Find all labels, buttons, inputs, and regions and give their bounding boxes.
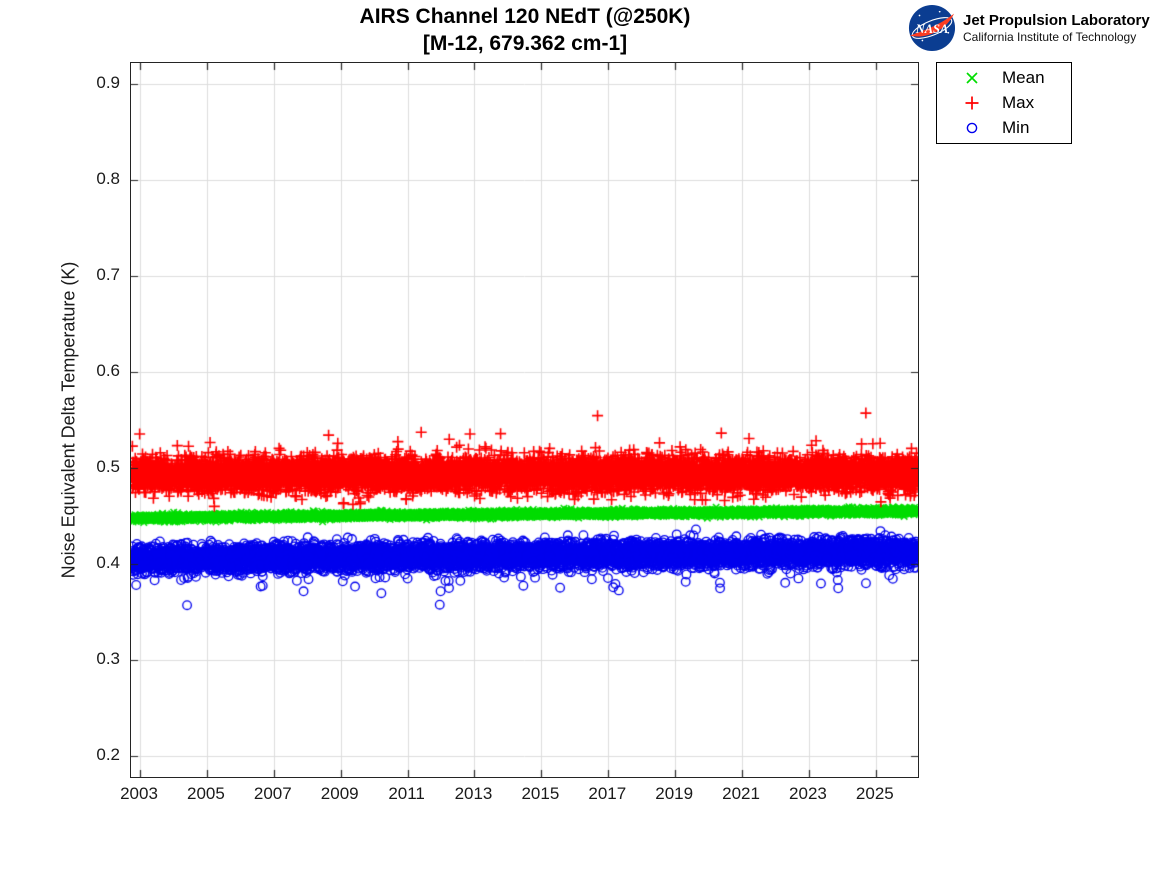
y-tick-label: 0.8	[96, 169, 120, 189]
jpl-name: Jet Propulsion Laboratory	[963, 11, 1150, 29]
nasa-meatball-icon: NASA	[908, 4, 956, 52]
legend-label-mean: Mean	[1002, 67, 1045, 87]
legend: Mean Max Min	[936, 62, 1072, 144]
y-tick-label: 0.7	[96, 265, 120, 285]
legend-label-max: Max	[1002, 92, 1035, 112]
mean-x-icon	[966, 72, 978, 84]
y-tick-label: 0.5	[96, 456, 120, 476]
plot-canvas	[131, 63, 918, 777]
x-tick-label: 2019	[655, 784, 694, 803]
x-tick-label: 2005	[187, 784, 225, 803]
legend-row-mean: Mean	[937, 66, 1071, 90]
y-tick-label: 0.2	[96, 744, 120, 764]
y-tick-label: 0.4	[96, 552, 120, 572]
x-tick-label: 2015	[521, 784, 560, 803]
x-tick-label: 2009	[320, 784, 359, 803]
nasa-meatball-text: NASA	[915, 22, 949, 36]
x-tick-label: 2011	[388, 784, 425, 803]
legend-row-max: Max	[937, 91, 1071, 115]
legend-label-min: Min	[1002, 118, 1030, 138]
y-tick-label: 0.9	[96, 73, 120, 93]
x-tick-label: 2017	[588, 784, 627, 803]
chart-subtitle: [M-12, 679.362 cm-1]	[422, 32, 628, 55]
x-tick-label: 2025	[855, 784, 894, 803]
x-tick-label: 2021	[722, 784, 760, 803]
x-tick-label: 2013	[454, 784, 493, 803]
x-tick-label: 2003	[120, 784, 158, 803]
plot-area	[130, 62, 919, 778]
legend-row-min: Min	[937, 116, 1071, 140]
min-circle-icon	[966, 123, 978, 134]
x-tick-label: 2023	[789, 784, 827, 803]
jpl-logo: NASA Jet Propulsion Laboratory Californi…	[908, 4, 1150, 52]
chart-title: AIRS Channel 120 NEdT (@250K)	[359, 5, 691, 28]
max-plus-icon	[965, 96, 979, 110]
caltech-name: California Institute of Technology	[963, 29, 1137, 44]
chart-title-block: AIRS Channel 120 NEdT (@250K) [M-12, 679…	[131, 3, 919, 57]
y-axis-label: Noise Equivalent Delta Temperature (K)	[58, 261, 79, 579]
jpl-logo-text: Jet Propulsion Laboratory California Ins…	[963, 12, 1150, 45]
y-tick-label: 0.6	[96, 361, 120, 381]
y-tick-label: 0.3	[96, 648, 120, 668]
x-tick-label: 2007	[253, 784, 292, 803]
